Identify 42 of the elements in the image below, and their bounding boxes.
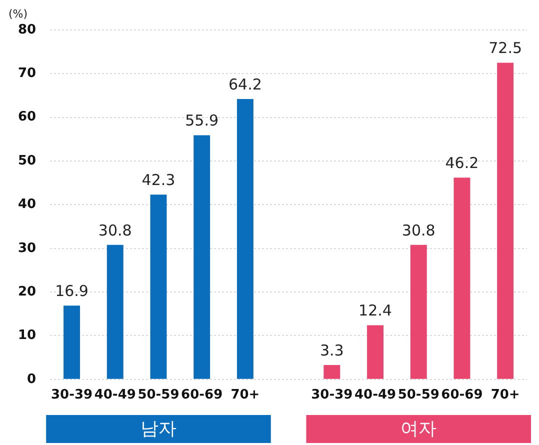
data-label: 42.3 xyxy=(142,171,176,190)
bar xyxy=(367,325,384,379)
x-tick-label: 70+ xyxy=(490,388,520,403)
bar xyxy=(64,306,80,379)
data-label: 46.2 xyxy=(445,154,479,172)
x-tick-label: 60-69 xyxy=(181,388,223,403)
x-tick-label: 70+ xyxy=(230,388,260,403)
y-tick-label: 40 xyxy=(18,197,36,212)
data-label: 64.2 xyxy=(228,75,262,94)
x-tick-label: 40-49 xyxy=(354,388,396,403)
y-tick-label: 50 xyxy=(18,153,36,168)
bar xyxy=(324,364,340,379)
y-axis-title: (%) xyxy=(8,7,28,20)
bar xyxy=(106,244,124,379)
bar xyxy=(236,99,254,379)
bar xyxy=(410,244,427,379)
data-label: 16.9 xyxy=(55,282,88,300)
data-label: 30.8 xyxy=(402,221,436,240)
bar xyxy=(194,135,210,379)
x-tick-label: 50-59 xyxy=(398,388,440,403)
bar xyxy=(497,62,514,379)
data-label: 3.3 xyxy=(320,341,344,360)
text: 여자 xyxy=(400,418,437,440)
y-tick-label: 70 xyxy=(18,66,36,82)
x-tick-label: 30-39 xyxy=(50,388,93,403)
bar xyxy=(150,194,167,379)
y-tick-label: 20 xyxy=(18,284,36,300)
y-tick-label: 80 xyxy=(18,22,36,38)
y-tick-label: 30 xyxy=(18,240,36,256)
x-tick-label: 50-59 xyxy=(138,388,180,403)
bar xyxy=(454,178,470,379)
y-tick-label: 10 xyxy=(18,328,36,344)
x-tick-label: 30-39 xyxy=(311,388,353,403)
y-tick-label: 60 xyxy=(18,110,36,125)
x-tick-label: 40-49 xyxy=(94,388,136,403)
y-tick-label: 0 xyxy=(27,372,36,387)
data-label: 30.8 xyxy=(98,221,132,240)
data-label: 72.5 xyxy=(488,39,522,58)
data-label: 55.9 xyxy=(185,112,219,130)
text: 남자 xyxy=(140,418,176,440)
x-tick-label: 60-69 xyxy=(441,388,483,403)
data-label: 12.4 xyxy=(358,302,392,320)
